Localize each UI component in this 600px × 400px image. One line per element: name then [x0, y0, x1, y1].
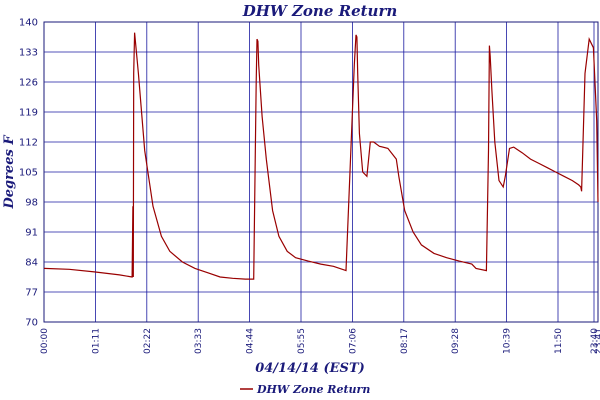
chart-title: DHW Zone Return [242, 2, 398, 20]
x-tick-label: 01:11 [91, 328, 101, 354]
y-tick-labels: 70 77 84 91 98 105 112 119 126 133 140 [19, 18, 38, 329]
x-tick-label: 05:55 [297, 328, 307, 354]
y-tick-label: 126 [19, 78, 38, 89]
x-tick-label: 08:17 [400, 328, 410, 354]
series-line-dhw-zone-return [43, 32, 599, 280]
legend: DHW Zone Return [240, 383, 370, 396]
y-tick-label: 119 [19, 108, 38, 119]
y-tick-label: 98 [25, 198, 38, 209]
y-tick-label: 112 [19, 138, 38, 149]
y-tick-label: 105 [19, 168, 38, 179]
x-tick-label: 04:44 [246, 328, 256, 354]
legend-label: DHW Zone Return [256, 383, 370, 396]
x-tick-label: 02:22 [143, 328, 153, 354]
x-tick-labels: 00:00 01:11 02:22 03:33 04:44 05:55 07:06 08:17… [40, 328, 600, 354]
y-tick-label: 70 [25, 318, 38, 329]
y-tick-label: 91 [25, 228, 38, 239]
x-tick-label: 07:06 [348, 328, 358, 354]
y-tick-label: 133 [19, 48, 38, 59]
grid-lines [43, 21, 599, 323]
x-tick-label: 23:40 [590, 328, 600, 354]
y-tick-label: 84 [25, 258, 38, 269]
x-tick-label: 09:28 [451, 328, 461, 354]
x-tick-label: 23:41 [594, 328, 600, 354]
y-axis-label: Degrees F [2, 135, 17, 210]
y-tick-label: 140 [19, 18, 38, 29]
x-tick-label: 11:50 [554, 328, 564, 354]
x-tick-label: 03:33 [194, 328, 204, 354]
x-tick-label: 10:39 [503, 328, 513, 354]
x-tick-label: 00:00 [40, 328, 50, 354]
y-tick-label: 77 [25, 288, 38, 299]
x-axis-label: 04/14/14 (EST) [255, 361, 365, 376]
